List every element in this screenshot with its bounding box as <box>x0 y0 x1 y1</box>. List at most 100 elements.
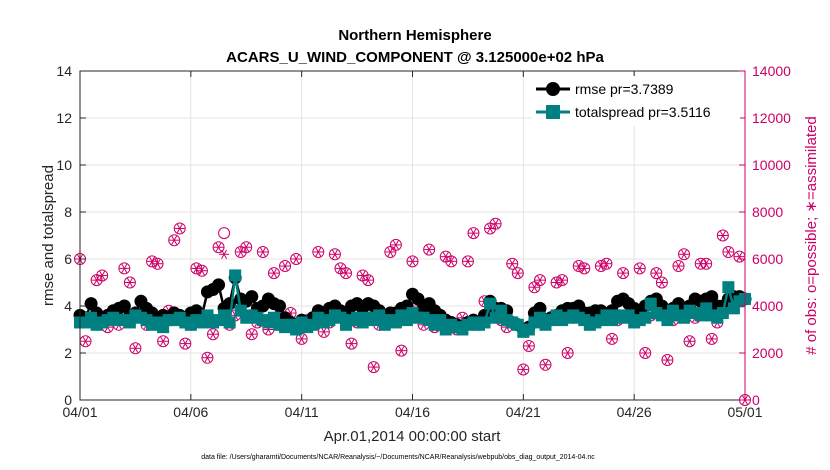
asterisk-stroke <box>176 223 183 234</box>
obs-assimilated-point <box>595 261 606 271</box>
obs-assimilated-point <box>385 247 396 257</box>
asterisk-stroke <box>703 259 710 269</box>
asterisk-stroke <box>259 247 266 257</box>
asterisk-stroke <box>392 240 399 250</box>
obs-assimilated-point <box>296 334 307 344</box>
asterisk-stroke <box>121 263 128 273</box>
obs-assimilated-point <box>158 336 169 346</box>
asterisk-stroke <box>603 259 610 269</box>
obs-assimilated-point <box>152 259 163 269</box>
asterisk-stroke <box>248 329 255 339</box>
obs-possible-point <box>146 255 159 268</box>
asterisk-stroke <box>542 360 549 370</box>
asterisk-stroke <box>553 277 560 288</box>
obs-assimilated-point <box>485 223 496 234</box>
totalspread-point <box>478 316 491 329</box>
rmse-point <box>245 290 259 304</box>
rmse-point <box>212 278 226 292</box>
obs-possible-point <box>328 248 341 261</box>
totalspread-point <box>484 297 497 310</box>
obs-possible-point <box>212 241 225 254</box>
obs-possible-point <box>290 253 303 265</box>
obs-assimilated-point <box>363 275 374 285</box>
obs-possible-point <box>633 262 646 275</box>
y-left-axis-ticks: 0 2 4 6 8 10 12 14 <box>56 63 86 408</box>
asterisk-stroke <box>182 339 189 349</box>
asterisk-stroke <box>348 339 355 349</box>
obs-assimilated-point <box>407 256 418 266</box>
obs-assimilated-point <box>119 263 130 273</box>
obs-assimilated-point <box>291 254 302 264</box>
asterisk-stroke <box>609 334 615 344</box>
obs-assimilated-point <box>169 235 180 245</box>
obs-possible-point <box>617 267 630 280</box>
legend-rmse-label: rmse pr=3.7389 <box>575 81 674 97</box>
obs-possible-point <box>572 260 585 273</box>
asterisk-stroke <box>470 228 477 238</box>
rmse-point <box>84 297 98 311</box>
asterisk-stroke <box>359 270 366 281</box>
asterisk-stroke <box>282 261 288 271</box>
obs-assimilated-point <box>147 256 158 266</box>
obs-assimilated-point <box>424 245 435 255</box>
obs-possible-point <box>678 248 691 261</box>
asterisk-stroke <box>559 275 566 285</box>
obs-possible-point <box>207 328 219 341</box>
asterisk-stroke <box>426 245 433 255</box>
obs-assimilated-point <box>468 228 479 238</box>
obs-assimilated-point <box>640 348 651 358</box>
obs-possible-point <box>594 260 607 273</box>
obs-possible-point <box>489 217 502 230</box>
obs-assimilated-point <box>734 252 745 262</box>
obs-assimilated-point <box>446 256 457 266</box>
obs-possible-point <box>340 267 352 280</box>
obs-assimilated-point <box>706 334 717 344</box>
obs-assimilated-point <box>180 339 191 349</box>
legend-entry-totalspread: totalspread pr=3.5116 <box>536 104 711 120</box>
obs-possible-point <box>655 276 668 289</box>
asterisk-stroke <box>509 259 516 269</box>
y-left-tick-label: 6 <box>64 251 72 267</box>
totalspread-point <box>373 309 386 322</box>
asterisk-stroke <box>398 346 405 356</box>
asterisk-stroke <box>154 259 161 269</box>
obs-possible-point <box>661 354 674 367</box>
obs-assimilated-point <box>673 261 684 271</box>
legend-totalspread-label: totalspread pr=3.5116 <box>575 104 711 120</box>
asterisk-stroke <box>99 270 106 281</box>
asterisk-stroke <box>686 336 693 346</box>
obs-assimilated-point <box>440 252 451 262</box>
rmse-point <box>273 299 286 313</box>
asterisk-stroke <box>337 263 344 273</box>
obs-possible-point <box>201 351 214 364</box>
asterisk-stroke <box>315 247 322 257</box>
obs-assimilated-point <box>557 275 568 285</box>
asterisk-stroke <box>525 341 532 351</box>
obs-assimilated-point <box>257 247 268 257</box>
obs-possible-point <box>539 358 552 371</box>
asterisk-stroke <box>298 334 305 344</box>
asterisk-stroke <box>464 256 471 266</box>
obs-assimilated-point <box>235 247 246 257</box>
obs-possible-point <box>395 344 408 357</box>
totalspread-point <box>661 314 674 327</box>
legend-rmse-marker <box>546 82 560 96</box>
obs-assimilated-point <box>390 240 401 250</box>
rmse-point <box>117 299 131 313</box>
obs-possible-point <box>445 255 458 268</box>
obs-possible-point <box>367 361 380 374</box>
obs-assimilated-point <box>601 259 612 269</box>
asterisk-stroke <box>620 268 627 278</box>
asterisk-stroke <box>514 268 521 278</box>
asterisk-stroke <box>171 235 178 245</box>
obs-assimilated-point <box>701 259 712 269</box>
obs-possible-point <box>683 335 696 348</box>
asterisk-stroke <box>636 263 643 273</box>
obs-possible-point <box>467 227 480 240</box>
obs-assimilated-point <box>518 364 529 375</box>
asterisk-stroke <box>320 327 327 337</box>
x-axis-ticks: 04/01 04/06 04/11 04/16 04/21 04/26 05/01 <box>62 71 763 420</box>
obs-possible-point <box>218 227 231 240</box>
y-right-axis-ticks: 0 2000 4000 6000 8000 10000 12000 14000 <box>739 63 791 408</box>
chart-subtitle: ACARS_U_WIND_COMPONENT @ 3.125000e+02 hP… <box>226 49 604 66</box>
